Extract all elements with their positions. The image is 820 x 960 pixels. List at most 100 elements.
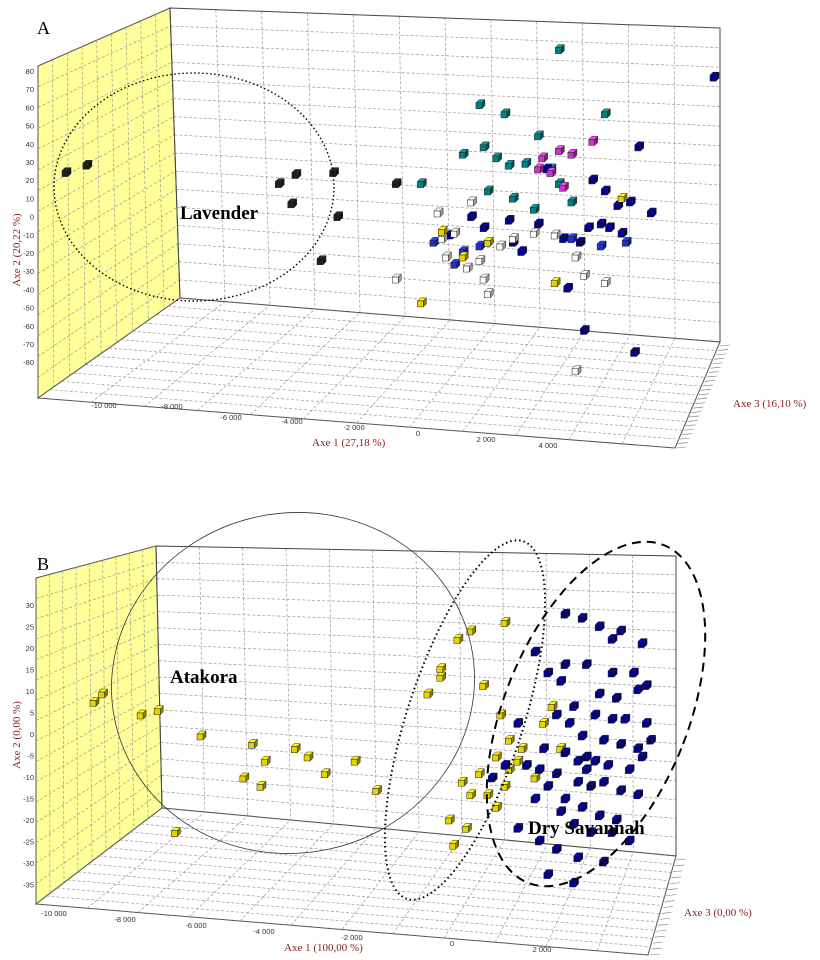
data-point <box>496 240 507 251</box>
data-point <box>556 675 567 687</box>
z-tick-mark <box>700 389 711 391</box>
data-point <box>466 196 478 207</box>
y-tick-label: 20 <box>26 176 34 185</box>
wall-grid-line <box>37 116 174 191</box>
floor-grid-line <box>61 380 683 431</box>
floor-grid-line <box>356 319 451 424</box>
x-tick-label: 2 000 <box>533 945 552 954</box>
x-tick-label: -6 000 <box>185 921 206 930</box>
y-tick-label: 5 <box>30 709 34 718</box>
z-tick-mark <box>697 397 708 400</box>
back-grid-line <box>157 627 677 651</box>
data-point <box>551 768 562 779</box>
floor-grid-line <box>67 879 656 931</box>
data-point <box>504 214 515 225</box>
panel-b-x-ticks: -10 000 -8 000 -6 000 -4 000 -2 000 0 2 000 <box>41 909 551 954</box>
data-point <box>462 262 473 273</box>
back-grid-line <box>170 25 721 48</box>
data-point <box>474 768 485 779</box>
data-point <box>444 814 455 825</box>
data-point <box>575 236 586 247</box>
panel-a-x-ticks: -10 000 -8 000 -6 000 -4 000 -2 000 0 2 000 4 0… <box>91 401 557 450</box>
z-tick-mark <box>658 924 669 926</box>
atakora-label: Atakora <box>170 667 238 688</box>
data-point <box>594 810 605 821</box>
z-tick-mark <box>679 437 690 440</box>
data-point <box>504 159 515 170</box>
back-grid-line <box>632 555 634 853</box>
wall-grid-line <box>37 98 174 171</box>
data-point <box>247 738 258 750</box>
z-tick-mark <box>667 888 678 890</box>
y-tick-label: -40 <box>23 285 34 294</box>
data-point <box>538 742 550 754</box>
z-tick-mark <box>675 446 687 449</box>
data-point <box>530 646 541 657</box>
floor-grid-line <box>108 347 698 396</box>
back-grid-line <box>157 611 677 632</box>
data-point <box>328 167 340 178</box>
z-tick-mark <box>698 393 709 396</box>
floor-grid-line <box>168 305 717 352</box>
back-grid-line <box>415 550 420 833</box>
data-point <box>316 255 327 266</box>
data-point <box>603 759 614 771</box>
back-grid-line <box>158 660 677 688</box>
y-tick-label: 30 <box>26 601 34 610</box>
back-grid-line <box>582 22 586 332</box>
data-point <box>596 240 607 251</box>
wall-grid-line <box>37 279 180 378</box>
data-point <box>573 776 584 787</box>
y-tick-label: -15 <box>23 795 34 804</box>
data-point <box>534 835 545 846</box>
back-grid-line <box>171 43 721 68</box>
data-point <box>196 730 207 741</box>
data-point <box>586 780 597 792</box>
data-point <box>153 705 164 716</box>
data-point <box>391 273 402 284</box>
data-point <box>513 755 524 766</box>
data-point <box>607 667 618 678</box>
data-point <box>483 185 494 196</box>
data-point <box>466 789 477 800</box>
z-tick-mark <box>666 894 677 896</box>
data-point <box>594 688 605 699</box>
data-point <box>588 135 599 147</box>
y-tick-label: -30 <box>23 859 34 868</box>
data-point <box>571 365 582 376</box>
data-point <box>581 658 592 670</box>
data-point <box>475 255 486 266</box>
wall-grid-line <box>35 774 162 864</box>
data-point <box>558 233 570 244</box>
data-point <box>458 148 469 159</box>
z-tick-mark <box>672 870 683 873</box>
z-tick-mark <box>649 953 661 956</box>
back-grid-line <box>172 80 721 107</box>
z-tick-mark <box>651 947 662 950</box>
data-point <box>274 178 285 189</box>
wall-grid-line <box>37 152 176 233</box>
back-grid-line <box>545 553 548 845</box>
dry-savannah-ellipse <box>485 540 707 888</box>
y-tick-label: 30 <box>26 158 34 167</box>
y-tick-label: 40 <box>26 140 34 149</box>
data-point <box>475 240 486 251</box>
data-point <box>600 277 611 288</box>
x-tick-label: -2 000 <box>343 423 364 432</box>
back-grid-line <box>161 774 677 819</box>
data-point <box>500 616 511 628</box>
back-grid-line <box>157 594 677 613</box>
wall-grid-line <box>35 676 160 742</box>
z-tick-mark <box>710 366 721 369</box>
back-grid-line <box>156 578 677 594</box>
data-point <box>598 776 610 787</box>
data-point <box>533 218 545 229</box>
data-point <box>303 751 314 762</box>
data-point <box>629 346 641 358</box>
z-tick-mark <box>683 428 694 431</box>
data-point <box>239 772 250 783</box>
data-point <box>604 222 616 233</box>
wall-grid-line <box>37 80 173 150</box>
data-point <box>641 717 652 729</box>
